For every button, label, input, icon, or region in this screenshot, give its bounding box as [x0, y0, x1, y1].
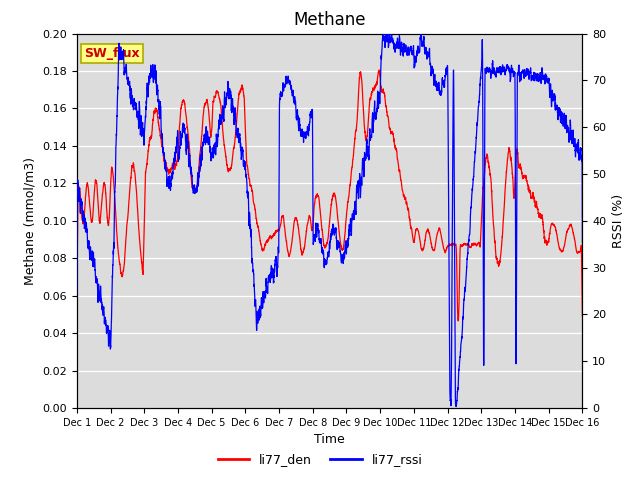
Text: SW_flux: SW_flux: [84, 47, 140, 60]
Title: Methane: Methane: [293, 11, 366, 29]
Y-axis label: Methane (mmol/m3): Methane (mmol/m3): [24, 157, 36, 285]
X-axis label: Time: Time: [314, 433, 345, 446]
Y-axis label: RSSI (%): RSSI (%): [612, 194, 625, 248]
Legend: li77_den, li77_rssi: li77_den, li77_rssi: [212, 448, 428, 471]
